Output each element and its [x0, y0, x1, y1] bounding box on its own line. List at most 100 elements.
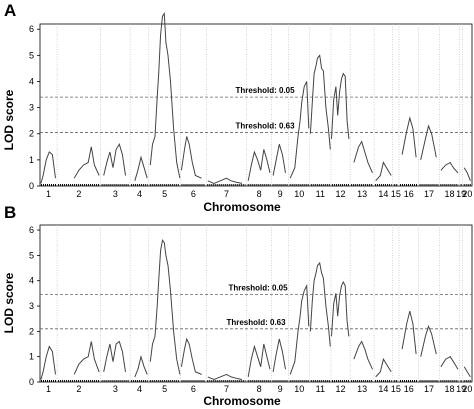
chromosome-label: 11	[316, 384, 325, 394]
chromosome-label: 5	[162, 384, 167, 394]
chromosome-label: 7	[224, 384, 229, 394]
chromosome-label: 6	[191, 384, 196, 394]
y-axis-label-a: LOD score	[2, 89, 16, 150]
chromosome-label: 3	[113, 189, 118, 199]
threshold-label: Threshold: 0.05	[228, 284, 288, 293]
chromosome-label: 1	[46, 384, 51, 394]
chromosome-label: 9	[278, 384, 283, 394]
y-tick-label: 6	[29, 225, 34, 235]
plot-frame-b	[39, 224, 473, 383]
lod-profile-segment	[353, 340, 373, 370]
panel-letter-b: B	[4, 203, 16, 222]
lod-profile-segment	[289, 283, 310, 375]
lod-profile-segment	[40, 151, 56, 184]
chromosome-label: 18	[444, 189, 454, 199]
chromosome-label: 8	[257, 189, 262, 199]
lod-profile-segment	[247, 343, 271, 377]
lod-profile-segment	[401, 116, 417, 158]
lod-profile-segment	[289, 81, 310, 179]
y-axis-label-b: LOD score	[2, 272, 16, 333]
lod-profile-segment	[149, 11, 181, 179]
lod-profile-segment	[353, 140, 373, 174]
chromosome-label: 17	[424, 189, 434, 199]
threshold-label: Threshold: 0.63	[235, 121, 295, 130]
chromosome-label: 17	[424, 384, 434, 394]
y-tick-label: 3	[29, 301, 34, 311]
chromosome-label: 2	[76, 189, 81, 199]
y-tick-label: 0	[29, 181, 34, 191]
lod-profile-segment	[272, 338, 286, 372]
lod-profile-segment	[272, 144, 286, 176]
threshold-label: Threshold: 0.63	[226, 318, 286, 327]
lod-profile-segment	[103, 142, 126, 176]
lod-profile-segment	[207, 373, 243, 381]
lod-profile-segment	[180, 136, 202, 179]
lod-profile-segment	[309, 54, 331, 150]
y-tick-label: 3	[29, 103, 34, 113]
chromosome-label: 15	[391, 384, 401, 394]
threshold-label: Threshold: 0.05	[235, 86, 295, 95]
chromosome-label: 13	[357, 384, 367, 394]
lod-profile-segment	[134, 155, 148, 181]
lod-profile-segment	[331, 280, 350, 337]
chromosome-label: 20	[462, 384, 472, 394]
lod-profile-segment	[73, 341, 100, 375]
chromosome-label: 3	[113, 384, 118, 394]
lod-profile-segment	[440, 356, 459, 370]
lod-profile-segment	[149, 238, 181, 375]
chromosome-label: 14	[378, 384, 388, 394]
chromosome-label: 14	[378, 189, 388, 199]
chromosome-label: 19	[456, 384, 466, 394]
chromosome-label: 4	[137, 384, 142, 394]
lod-profile-segment	[134, 354, 148, 378]
y-tick-label: 6	[29, 24, 34, 34]
lod-profile-segment	[180, 337, 202, 375]
y-tick-label: 1	[29, 155, 34, 165]
chromosome-label: 16	[404, 189, 414, 199]
lod-profile-segment	[73, 146, 100, 179]
y-tick-label: 2	[29, 129, 34, 139]
lod-profile-segment	[440, 161, 459, 174]
chromosome-label: 1	[46, 189, 51, 199]
chromosome-label: 12	[336, 384, 346, 394]
chromosome-label: 12	[336, 189, 346, 199]
lod-profile-segment	[40, 345, 56, 380]
chromosome-label: 11	[316, 189, 325, 199]
chromosome-label: 8	[257, 384, 262, 394]
lod-profile-segment	[375, 357, 392, 378]
lod-profile-segment	[401, 310, 417, 355]
lod-profile-segment	[375, 161, 392, 182]
chromosome-label: 19	[456, 189, 466, 199]
panel-letter-a: A	[4, 1, 16, 20]
lod-profile-segment	[331, 72, 350, 140]
x-axis-label-b: Chromosome	[203, 394, 281, 408]
lod-profile-segment	[463, 167, 471, 181]
chromosome-label: 10	[294, 189, 304, 199]
chromosome-label: 16	[404, 384, 414, 394]
lod-profile-segment	[309, 261, 331, 347]
chromosome-label: 20	[462, 189, 472, 199]
chromosome-label: 9	[278, 189, 283, 199]
chromosome-label: 10	[294, 384, 304, 394]
chromosome-label: 7	[224, 189, 229, 199]
y-tick-label: 4	[29, 76, 34, 86]
chromosome-label: 6	[191, 189, 196, 199]
chromosome-label: 13	[357, 189, 367, 199]
lod-profile-segment	[207, 177, 243, 184]
lod-profile-segment	[463, 366, 471, 378]
lod-profile-segment	[420, 124, 437, 161]
y-tick-label: 0	[29, 377, 34, 387]
lod-profile-segment	[247, 149, 271, 181]
lod-profile-segment	[103, 340, 126, 372]
plot-frame-a	[39, 23, 473, 187]
chromosome-label: 15	[391, 189, 401, 199]
y-tick-label: 2	[29, 326, 34, 336]
chromosome-label: 2	[76, 384, 81, 394]
x-axis-label-a: Chromosome	[203, 200, 281, 214]
y-tick-label: 5	[29, 50, 34, 60]
chromosome-label: 18	[444, 384, 454, 394]
y-tick-label: 5	[29, 250, 34, 260]
